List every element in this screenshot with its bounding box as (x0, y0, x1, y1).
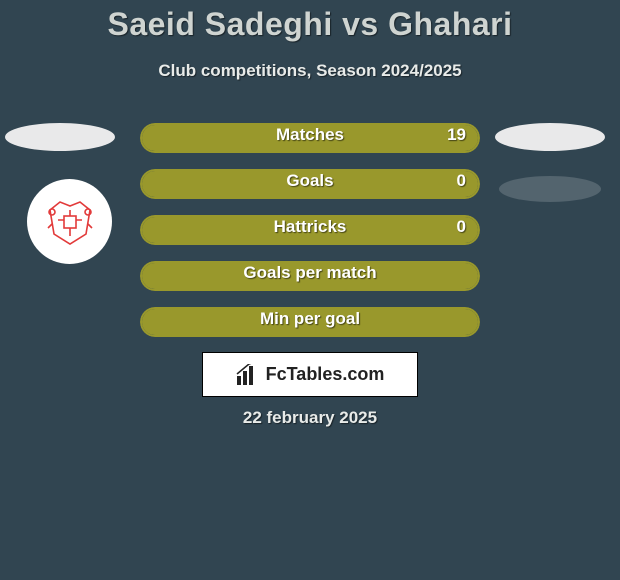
stat-bar: Min per goal (140, 307, 480, 337)
source-logo-text: FcTables.com (266, 364, 385, 385)
stat-bar: Hattricks0 (140, 215, 480, 245)
source-logo: FcTables.com (236, 364, 385, 386)
source-logo-box: FcTables.com (202, 352, 418, 397)
left-team-oval (5, 123, 115, 151)
trophy-crest-icon (38, 190, 102, 254)
page-title: Saeid Sadeghi vs Ghahari (0, 0, 620, 43)
stat-bar-label: Min per goal (142, 309, 478, 329)
stat-bar-value: 0 (457, 171, 466, 191)
bars-icon (236, 364, 262, 386)
page-subtitle: Club competitions, Season 2024/2025 (0, 61, 620, 81)
stat-bars: Matches19Goals0Hattricks0Goals per match… (140, 123, 480, 353)
right-team-oval-2 (499, 176, 601, 202)
stat-bar-value: 19 (447, 125, 466, 145)
stat-bar-label: Goals (142, 171, 478, 191)
stat-bar-label: Matches (142, 125, 478, 145)
left-team-badge (27, 179, 112, 264)
snapshot-date: 22 february 2025 (0, 408, 620, 428)
stat-bar-label: Goals per match (142, 263, 478, 283)
stat-bar-label: Hattricks (142, 217, 478, 237)
stat-bar: Matches19 (140, 123, 480, 153)
stat-bar: Goals0 (140, 169, 480, 199)
right-team-oval-1 (495, 123, 605, 151)
stat-bar: Goals per match (140, 261, 480, 291)
stat-bar-value: 0 (457, 217, 466, 237)
